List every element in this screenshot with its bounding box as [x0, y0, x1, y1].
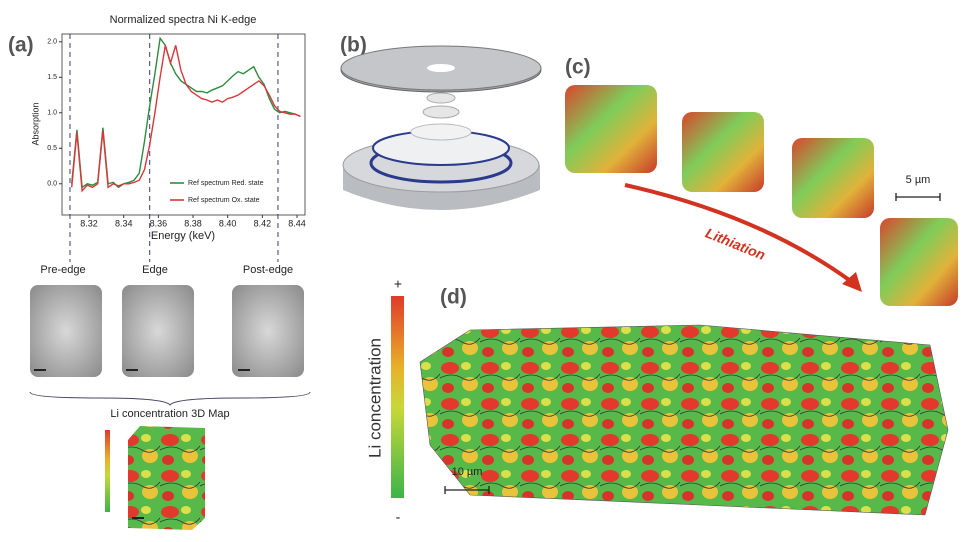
- brace: [30, 392, 310, 405]
- arrow-label: Lithiation: [703, 225, 767, 263]
- map-title: Li concentration 3D Map: [110, 408, 229, 420]
- panel-label: (c): [565, 56, 591, 79]
- colorbar: [391, 296, 404, 498]
- particle: [565, 85, 657, 173]
- panel-label: (d): [440, 286, 467, 309]
- stage-label: Post-edge: [243, 264, 293, 276]
- scale-label: 5 µm: [906, 174, 931, 186]
- volume-render: [122, 285, 194, 377]
- figure: Normalized spectra Ni K-edge Energy (keV…: [0, 0, 964, 542]
- legend-label: Ref spectrum Ox. state: [188, 197, 260, 204]
- chart-title: Normalized spectra Ni K-edge: [110, 14, 257, 26]
- y-tick-label: 0.0: [47, 181, 57, 188]
- x-tick-label: 8.32: [80, 218, 98, 228]
- panel-label: (a): [8, 34, 34, 57]
- stage-label: Pre-edge: [40, 264, 85, 276]
- x-tick-label: 8.40: [219, 218, 237, 228]
- particle: [880, 218, 958, 306]
- particle: [792, 138, 874, 218]
- stage-label: Edge: [142, 264, 168, 276]
- li-map-3d: [420, 325, 948, 515]
- y-tick-label: 2.0: [47, 39, 57, 46]
- colorbar-bottom: -: [396, 509, 401, 525]
- plot-frame: [62, 34, 305, 215]
- colorbar-title: Li concentration: [365, 338, 384, 458]
- cell-device: [341, 46, 541, 210]
- legend-label: Ref spectrum Red. state: [188, 180, 264, 187]
- series-line: [72, 45, 301, 191]
- scale-bar: [896, 193, 940, 201]
- spectra-chart: Normalized spectra Ni K-edge Energy (keV…: [30, 14, 305, 262]
- x-axis-label: Energy (keV): [151, 230, 215, 242]
- panel-label: (b): [340, 34, 367, 57]
- y-tick-label: 1.0: [47, 110, 57, 117]
- scale-label: 10 µm: [452, 466, 483, 478]
- x-tick-label: 8.44: [288, 218, 306, 228]
- volume-render: [30, 285, 102, 377]
- y-tick-label: 0.5: [47, 145, 57, 152]
- x-tick-label: 8.34: [115, 218, 133, 228]
- li-map: [128, 426, 205, 530]
- x-tick-label: 8.38: [184, 218, 202, 228]
- y-axis-label: Absorption: [30, 102, 40, 145]
- x-tick-label: 8.42: [254, 218, 272, 228]
- colorbar: [105, 430, 110, 512]
- particle: [682, 112, 764, 192]
- colorbar-top: +: [394, 276, 402, 292]
- x-tick-label: 8.36: [150, 218, 168, 228]
- volume-render: [232, 285, 304, 377]
- y-tick-label: 1.5: [47, 74, 57, 81]
